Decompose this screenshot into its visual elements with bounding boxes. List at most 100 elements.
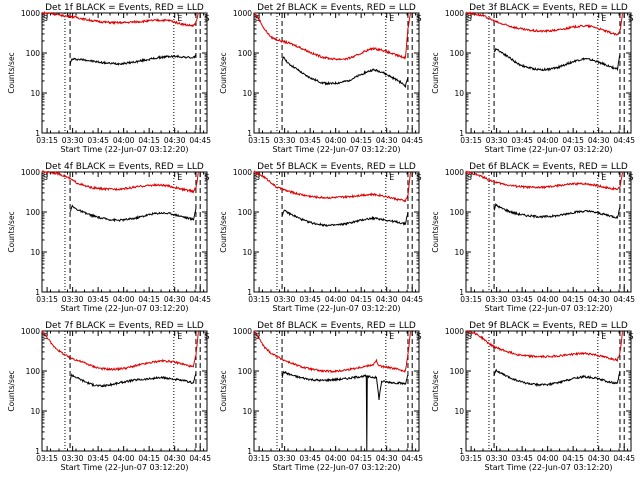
time-marker-label: S: [467, 173, 472, 182]
series-line-events: [281, 56, 409, 88]
x-tick-label: 03:45: [511, 295, 533, 304]
y-axis-label: Counts/sec: [431, 370, 440, 411]
series-line-events: [69, 54, 197, 66]
subplot-title: Det 9f BLACK = Events, RED = LLD: [469, 321, 628, 331]
subplot-5: Det 5f BLACK = Events, RED = LLD 1 10 100 10…: [219, 162, 423, 313]
x-axis-label: Start Time (22-Jun-07 03:12:20): [485, 145, 613, 154]
y-tick-label: 10: [454, 407, 464, 416]
series-line-events: [281, 209, 409, 228]
x-tick-label: 03:15: [36, 136, 58, 145]
y-tick-label: 1: [35, 447, 40, 456]
subplot-8: Det 8f BLACK = Events, RED = LLD 1 10 100 10…: [219, 321, 423, 472]
y-axis-label: Counts/sec: [219, 52, 228, 93]
x-tick-label: 04:30: [376, 454, 398, 463]
x-tick-label: 03:15: [460, 454, 482, 463]
subplot-7: Det 7f BLACK = Events, RED = LLD 1 10 100 10…: [7, 321, 211, 472]
subplot-title: Det 6f BLACK = Events, RED = LLD: [469, 162, 628, 172]
x-tick-label: 03:30: [62, 454, 84, 463]
x-tick-label: 04:30: [376, 295, 398, 304]
y-tick-label: 100: [450, 208, 465, 217]
time-marker-label: E: [389, 14, 394, 23]
series-line-lld: [41, 330, 199, 372]
subplot-title: Det 5f BLACK = Events, RED = LLD: [257, 162, 416, 172]
y-tick-label: 10: [30, 248, 40, 257]
time-marker-label: E: [601, 173, 606, 182]
subplot-1: Det 1f BLACK = Events, RED = LLD 1 10 100 10…: [7, 3, 211, 154]
time-marker-label: S: [43, 14, 48, 23]
x-tick-label: 04:00: [537, 136, 559, 145]
x-tick-label: 03:15: [36, 454, 58, 463]
time-marker-label: S: [204, 173, 209, 182]
time-marker-label: S: [628, 332, 633, 341]
subplot-title: Det 1f BLACK = Events, RED = LLD: [45, 3, 204, 13]
x-tick-label: 04:45: [189, 136, 211, 145]
y-tick-label: 1: [459, 129, 464, 138]
y-tick-label: 10: [30, 407, 40, 416]
series-line-events: [493, 47, 621, 72]
y-tick-label: 10: [30, 89, 40, 98]
x-tick-label: 03:30: [486, 454, 508, 463]
time-marker-label: S: [204, 332, 209, 341]
y-tick-label: 100: [450, 49, 465, 58]
series-line-events: [69, 204, 197, 223]
y-tick-label: 100: [238, 49, 253, 58]
x-tick-label: 04:00: [325, 136, 347, 145]
time-marker-label: E: [177, 14, 182, 23]
y-tick-label: 1: [459, 288, 464, 297]
time-marker-label: S: [467, 14, 472, 23]
x-tick-label: 04:00: [537, 454, 559, 463]
time-marker-label: E: [601, 332, 606, 341]
time-marker-label: S: [255, 173, 260, 182]
x-tick-label: 04:15: [562, 295, 584, 304]
y-axis-label: Counts/sec: [219, 370, 228, 411]
x-tick-label: 04:45: [401, 136, 423, 145]
x-tick-label: 03:30: [274, 295, 296, 304]
time-marker-label: S: [43, 173, 48, 182]
series-line-lld: [41, 11, 199, 28]
x-tick-label: 03:45: [511, 136, 533, 145]
series-line-events: [493, 368, 621, 388]
x-tick-label: 03:45: [87, 454, 109, 463]
subplot-title: Det 2f BLACK = Events, RED = LLD: [257, 3, 416, 13]
time-marker-label: S: [467, 332, 472, 341]
x-tick-label: 03:45: [511, 454, 533, 463]
y-axis-label: Counts/sec: [431, 211, 440, 252]
y-tick-label: 1000: [233, 9, 252, 18]
x-tick-label: 04:15: [138, 454, 160, 463]
x-tick-label: 04:30: [164, 295, 186, 304]
y-tick-label: 100: [26, 208, 41, 217]
x-tick-label: 03:15: [460, 295, 482, 304]
series-line-lld: [253, 12, 411, 61]
y-tick-label: 1000: [445, 9, 464, 18]
plot-frame: [465, 12, 632, 134]
y-tick-label: 100: [238, 208, 253, 217]
x-tick-label: 03:15: [248, 454, 270, 463]
x-tick-label: 03:45: [299, 136, 321, 145]
plot-frame: [465, 330, 632, 452]
x-tick-label: 04:15: [350, 295, 372, 304]
time-marker-label: S: [204, 14, 209, 23]
subplot-title: Det 7f BLACK = Events, RED = LLD: [45, 321, 204, 331]
x-axis-label: Start Time (22-Jun-07 03:12:20): [273, 463, 401, 472]
x-tick-label: 04:15: [138, 136, 160, 145]
y-tick-label: 1000: [21, 327, 40, 336]
x-tick-label: 04:00: [537, 295, 559, 304]
x-tick-label: 03:30: [62, 295, 84, 304]
series-line-events: [69, 372, 197, 388]
y-tick-label: 1: [35, 129, 40, 138]
time-marker-label: S: [628, 173, 633, 182]
y-tick-label: 1000: [445, 327, 464, 336]
y-tick-label: 1000: [21, 9, 40, 18]
x-tick-label: 03:15: [248, 136, 270, 145]
subplot-title: Det 4f BLACK = Events, RED = LLD: [45, 162, 204, 172]
y-tick-label: 10: [454, 248, 464, 257]
x-tick-label: 04:45: [401, 295, 423, 304]
x-tick-label: 03:15: [36, 295, 58, 304]
plot-frame: [253, 12, 420, 134]
y-tick-label: 100: [238, 367, 253, 376]
x-tick-label: 04:15: [562, 136, 584, 145]
series-line-events: [281, 370, 409, 452]
time-marker-label: E: [601, 14, 606, 23]
subplot-3: Det 3f BLACK = Events, RED = LLD 1 10 100 10…: [431, 3, 635, 154]
